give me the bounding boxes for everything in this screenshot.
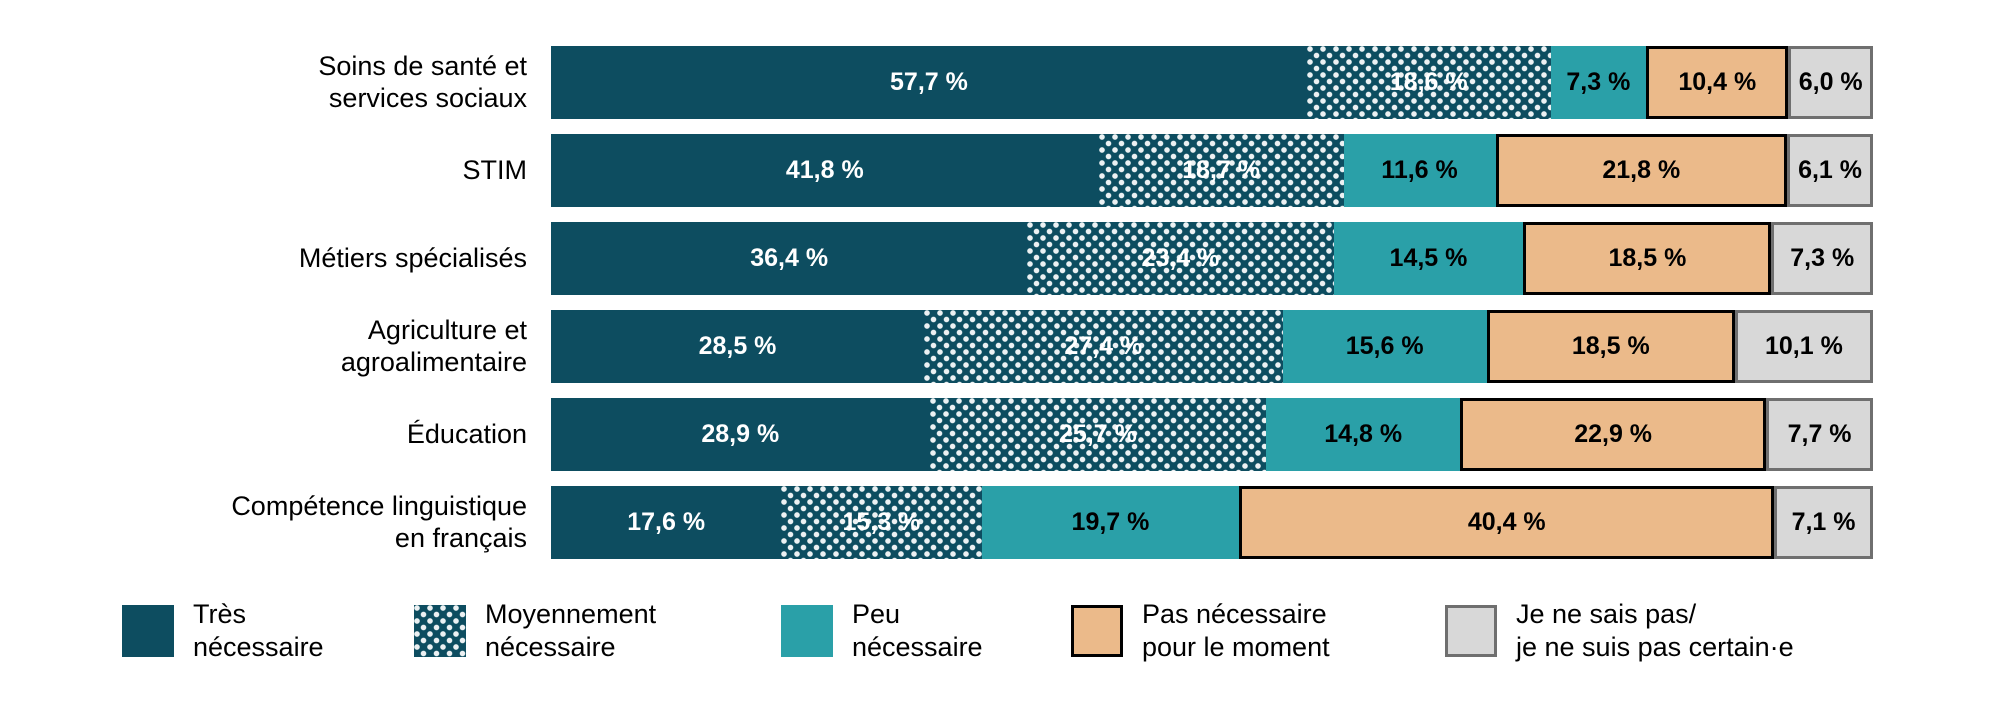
- legend-label: Je ne sais pas/ je ne suis pas certain·e: [1516, 599, 1794, 662]
- chart-row: Agriculture et agroalimentaire 28,5 % 27,4…: [0, 310, 1873, 383]
- segment-value-label: 7,3 %: [1790, 244, 1855, 272]
- legend-label: Peu nécessaire: [852, 599, 983, 662]
- category-label: Compétence linguistique en français: [231, 490, 527, 553]
- stacked-bar: 36,4 % 23,4 % 14,5 % 18,5 % 7,3 %: [551, 222, 1873, 295]
- bar-segment-pas-necessaire-pour-le-moment: 18,5 %: [1486, 310, 1735, 383]
- bar-segment-tres-necessaire: 41,8 %: [551, 134, 1099, 207]
- stacked-bar: 57,7 % 18,6 % 7,3 % 10,4 % 6,0 %: [551, 46, 1873, 119]
- bar-segment-je-ne-sais-pas: 10,1 %: [1734, 310, 1873, 383]
- bar-segment-tres-necessaire: 28,9 %: [551, 398, 930, 471]
- segment-value-label: 57,7 %: [890, 68, 968, 96]
- bar-segment-moyennement-necessaire: 27,4 %: [923, 310, 1283, 383]
- segment-value-label: 6,0 %: [1798, 68, 1863, 96]
- legend-item-je-ne-sais-pas: Je ne sais pas/ je ne suis pas certain·e: [1445, 598, 1794, 664]
- bar-segment-pas-necessaire-pour-le-moment: 21,8 %: [1495, 134, 1788, 207]
- segment-value-label: 7,1 %: [1791, 508, 1856, 536]
- segment-value-label: 10,4 %: [1678, 68, 1757, 96]
- legend-swatch-tres-necessaire: [122, 604, 174, 657]
- segment-value-label: 28,5 %: [698, 332, 777, 360]
- segment-value-label: 17,6 %: [627, 508, 706, 536]
- legend-label: Moyennement nécessaire: [485, 599, 657, 662]
- legend-swatch-peu-necessaire: [781, 604, 833, 657]
- segment-value-label: 41,8 %: [785, 156, 864, 184]
- bar-segment-pas-necessaire-pour-le-moment: 40,4 %: [1239, 486, 1775, 559]
- category-label: Agriculture et agroalimentaire: [340, 314, 527, 377]
- segment-value-label: 15,6 %: [1345, 332, 1424, 360]
- segment-value-label: 19,7 %: [1071, 508, 1150, 536]
- chart-row: STIM 41,8 % 18,7 % 11,6 % 21,8 % 6,1 %: [0, 134, 1873, 207]
- bar-segment-je-ne-sais-pas: 6,0 %: [1788, 46, 1873, 119]
- legend-item-tres-necessaire: Très nécessaire: [122, 598, 414, 664]
- bar-segment-pas-necessaire-pour-le-moment: 10,4 %: [1646, 46, 1789, 119]
- chart-row: Éducation 28,9 % 25,7 % 14,8 % 22,9 % 7,7 %: [0, 398, 1873, 471]
- bar-segment-tres-necessaire: 17,6 %: [551, 486, 782, 559]
- bar-segment-moyennement-necessaire: 18,7 %: [1098, 134, 1344, 207]
- bar-segment-tres-necessaire: 36,4 %: [551, 222, 1028, 295]
- stacked-bar: 41,8 % 18,7 % 11,6 % 21,8 % 6,1 %: [551, 134, 1873, 207]
- bar-segment-tres-necessaire: 57,7 %: [551, 46, 1307, 119]
- segment-value-label: 15,3 %: [842, 508, 921, 536]
- stacked-bar: 17,6 % 15,3 % 19,7 % 40,4 % 7,1 %: [551, 486, 1874, 559]
- segment-value-label: 18,6 %: [1389, 68, 1468, 96]
- bar-segment-je-ne-sais-pas: 7,3 %: [1771, 222, 1873, 295]
- segment-value-label: 10,1 %: [1764, 332, 1843, 360]
- category-label: Soins de santé et services sociaux: [318, 50, 527, 113]
- bar-segment-peu-necessaire: 14,8 %: [1266, 398, 1461, 471]
- segment-value-label: 18,7 %: [1182, 156, 1260, 184]
- segment-value-label: 25,7 %: [1059, 420, 1137, 448]
- bar-segment-tres-necessaire: 28,5 %: [551, 310, 924, 383]
- segment-value-label: 7,7 %: [1787, 420, 1852, 448]
- segment-value-label: 23,4 %: [1141, 244, 1220, 272]
- segment-value-label: 14,5 %: [1389, 244, 1468, 272]
- chart-legend: Très nécessaire Moyennement nécessaire Peu…: [0, 598, 2000, 664]
- chart-row: Métiers spécialisés 36,4 % 23,4 % 14,5 % 18,…: [0, 222, 1873, 295]
- segment-value-label: 22,9 %: [1574, 420, 1653, 448]
- bar-segment-moyennement-necessaire: 23,4 %: [1027, 222, 1334, 295]
- chart-rows: Soins de santé et services sociaux 57,7 %…: [0, 46, 1874, 559]
- chart-row: Soins de santé et services sociaux 57,7 %…: [0, 46, 1873, 119]
- bar-segment-moyennement-necessaire: 15,3 %: [781, 486, 982, 559]
- bar-segment-pas-necessaire-pour-le-moment: 22,9 %: [1460, 398, 1767, 471]
- segment-value-label: 6,1 %: [1798, 156, 1862, 184]
- bar-segment-peu-necessaire: 19,7 %: [981, 486, 1240, 559]
- legend-swatch-moyennement-necessaire: [414, 604, 466, 657]
- segment-value-label: 11,6 %: [1381, 156, 1458, 184]
- segment-value-label: 14,8 %: [1324, 420, 1403, 448]
- stacked-bar: 28,9 % 25,7 % 14,8 % 22,9 % 7,7 %: [551, 398, 1873, 471]
- bar-segment-moyennement-necessaire: 18,6 %: [1306, 46, 1551, 119]
- category-label: Métiers spécialisés: [298, 242, 527, 273]
- bar-segment-moyennement-necessaire: 25,7 %: [929, 398, 1267, 471]
- segment-value-label: 7,3 %: [1566, 68, 1631, 96]
- legend-item-peu-necessaire: Peu nécessaire: [781, 598, 1071, 664]
- segment-value-label: 40,4 %: [1467, 508, 1546, 536]
- chart-row: Compétence linguistique en français 17,6 …: [0, 486, 1874, 559]
- legend-label: Très nécessaire: [193, 599, 324, 662]
- segment-value-label: 18,5 %: [1608, 244, 1687, 272]
- legend-item-pas-necessaire-pour-le-moment: Pas nécessaire pour le moment: [1071, 598, 1445, 664]
- legend-swatch-je-ne-sais-pas: [1445, 604, 1497, 657]
- bar-segment-je-ne-sais-pas: 7,7 %: [1766, 398, 1873, 471]
- category-label: Éducation: [406, 418, 527, 449]
- category-label: STIM: [462, 154, 528, 185]
- segment-value-label: 28,9 %: [701, 420, 780, 448]
- segment-value-label: 21,8 %: [1602, 156, 1681, 184]
- bar-segment-je-ne-sais-pas: 6,1 %: [1787, 134, 1873, 207]
- legend-swatch-pas-necessaire-pour-le-moment: [1071, 604, 1123, 657]
- segment-value-label: 18,5 %: [1571, 332, 1650, 360]
- segment-value-label: 27,4 %: [1064, 332, 1143, 360]
- bar-segment-peu-necessaire: 11,6 %: [1343, 134, 1496, 207]
- stacked-bar: 28,5 % 27,4 % 15,6 % 18,5 % 10,1 %: [551, 310, 1873, 383]
- segment-value-label: 36,4 %: [750, 244, 829, 272]
- legend-label: Pas nécessaire pour le moment: [1142, 599, 1330, 662]
- bar-segment-peu-necessaire: 7,3 %: [1550, 46, 1647, 119]
- bar-segment-peu-necessaire: 14,5 %: [1333, 222, 1524, 295]
- bar-segment-peu-necessaire: 15,6 %: [1282, 310, 1487, 383]
- bar-segment-je-ne-sais-pas: 7,1 %: [1774, 486, 1874, 559]
- legend-item-moyennement-necessaire: Moyennement nécessaire: [414, 598, 781, 664]
- bar-segment-pas-necessaire-pour-le-moment: 18,5 %: [1523, 222, 1772, 295]
